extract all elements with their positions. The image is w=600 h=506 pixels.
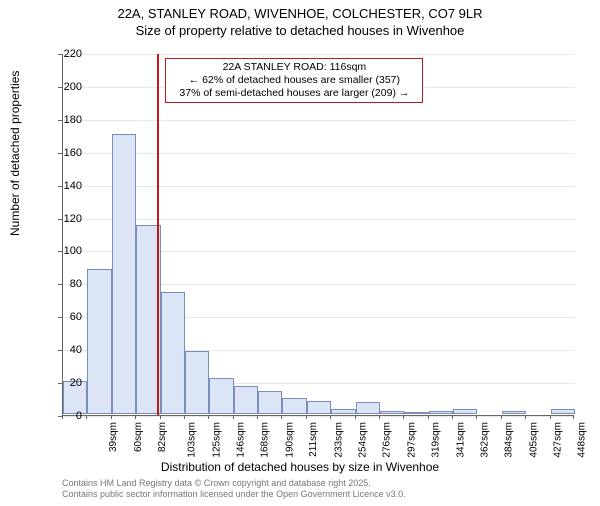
xtick-mark [330, 415, 331, 419]
chart-title: 22A, STANLEY ROAD, WIVENHOE, COLCHESTER,… [0, 6, 600, 40]
xtick-mark [281, 415, 282, 419]
histogram-bar [258, 391, 282, 414]
ytick-label: 120 [52, 213, 82, 225]
xtick-mark [306, 415, 307, 419]
xtick-mark [501, 415, 502, 419]
xtick-label: 125sqm [211, 422, 222, 458]
xtick-label: 233sqm [333, 422, 344, 458]
histogram-bar [161, 292, 185, 414]
x-axis-label: Distribution of detached houses by size … [0, 460, 600, 474]
reference-line [157, 54, 159, 415]
xtick-label: 319sqm [431, 422, 442, 458]
ytick-label: 40 [52, 344, 82, 356]
xtick-label: 39sqm [108, 422, 119, 452]
ytick-label: 80 [52, 278, 82, 290]
histogram-bar [453, 409, 477, 414]
xtick-mark [550, 415, 551, 419]
xtick-label: 211sqm [308, 422, 319, 457]
ytick-label: 20 [52, 377, 82, 389]
xtick-label: 82sqm [157, 422, 168, 452]
xtick-label: 341sqm [455, 422, 466, 458]
gridline [63, 54, 575, 55]
ytick-label: 0 [52, 410, 82, 422]
ytick-label: 160 [52, 147, 82, 159]
xtick-mark [403, 415, 404, 419]
ytick-label: 220 [52, 48, 82, 60]
gridline [63, 416, 575, 417]
histogram-bar [551, 409, 575, 414]
histogram-bar [112, 134, 136, 414]
histogram-bar [380, 411, 404, 414]
title-line2: Size of property relative to detached ho… [136, 23, 465, 38]
xtick-label: 384sqm [504, 422, 515, 458]
histogram-bar [502, 411, 526, 414]
histogram-bar [234, 386, 258, 414]
ytick-label: 100 [52, 245, 82, 257]
histogram-bar [331, 409, 355, 414]
histogram-bar [209, 378, 233, 414]
xtick-label: 427sqm [553, 422, 564, 458]
histogram-bar [87, 269, 111, 414]
xtick-mark [379, 415, 380, 419]
xtick-label: 254sqm [358, 422, 369, 458]
xtick-mark [86, 415, 87, 419]
histogram-bar [282, 398, 306, 414]
title-line1: 22A, STANLEY ROAD, WIVENHOE, COLCHESTER,… [117, 6, 482, 21]
gridline [63, 120, 575, 121]
gridline [63, 219, 575, 220]
xtick-label: 103sqm [187, 422, 198, 458]
xtick-label: 60sqm [133, 422, 144, 452]
histogram-bar [307, 401, 331, 414]
xtick-mark [184, 415, 185, 419]
annotation-box: 22A STANLEY ROAD: 116sqm← 62% of detache… [165, 58, 423, 103]
ytick-label: 180 [52, 114, 82, 126]
ytick-label: 140 [52, 180, 82, 192]
xtick-label: 190sqm [284, 422, 295, 458]
chart-area: 22A STANLEY ROAD: 116sqm← 62% of detache… [62, 54, 574, 416]
footer-credit: Contains HM Land Registry data © Crown c… [62, 478, 406, 500]
xtick-label: 405sqm [528, 422, 539, 458]
histogram-bar [404, 412, 428, 414]
xtick-label: 297sqm [406, 422, 417, 458]
histogram-bar [185, 351, 209, 414]
histogram-bar [429, 411, 453, 414]
histogram-bar [356, 402, 380, 414]
xtick-mark [428, 415, 429, 419]
xtick-mark [452, 415, 453, 419]
xtick-mark [525, 415, 526, 419]
xtick-mark [160, 415, 161, 419]
xtick-mark [257, 415, 258, 419]
xtick-mark [233, 415, 234, 419]
gridline [63, 186, 575, 187]
xtick-mark [111, 415, 112, 419]
xtick-label: 362sqm [479, 422, 490, 458]
xtick-mark [355, 415, 356, 419]
xtick-label: 448sqm [577, 422, 588, 458]
gridline [63, 153, 575, 154]
xtick-mark [573, 415, 574, 419]
annotation-line: ← 62% of detached houses are smaller (35… [172, 74, 416, 87]
annotation-line: 22A STANLEY ROAD: 116sqm [172, 61, 416, 74]
xtick-mark [208, 415, 209, 419]
annotation-line: 37% of semi-detached houses are larger (… [172, 87, 416, 100]
plot-region: 22A STANLEY ROAD: 116sqm← 62% of detache… [62, 54, 574, 416]
xtick-label: 146sqm [236, 422, 247, 458]
xtick-label: 276sqm [382, 422, 393, 458]
ytick-label: 200 [52, 81, 82, 93]
footer-line2: Contains public sector information licen… [62, 489, 406, 499]
y-axis-label: Number of detached properties [8, 71, 22, 236]
ytick-label: 60 [52, 311, 82, 323]
xtick-mark [476, 415, 477, 419]
xtick-mark [135, 415, 136, 419]
footer-line1: Contains HM Land Registry data © Crown c… [62, 478, 371, 488]
xtick-label: 168sqm [260, 422, 271, 458]
